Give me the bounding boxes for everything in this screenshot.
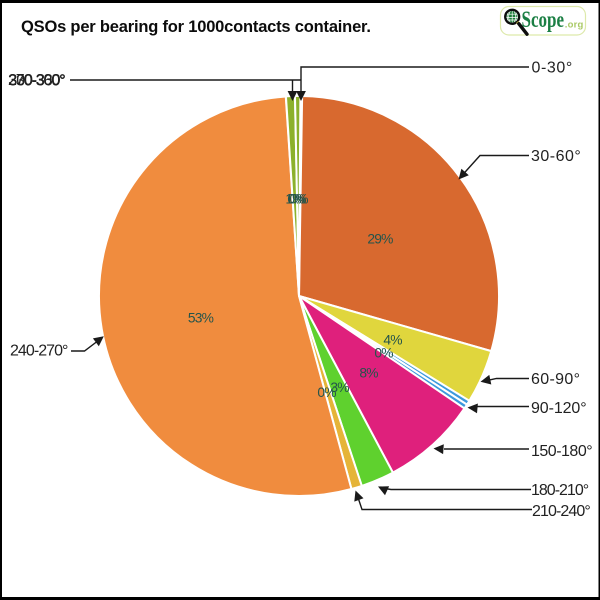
svg-text:240-270°: 240-270° xyxy=(10,343,68,360)
svg-text:4%: 4% xyxy=(383,333,402,348)
svg-text:53%: 53% xyxy=(188,311,214,326)
svg-text:270-300°: 270-300° xyxy=(8,72,65,89)
svg-text:60-90°: 60-90° xyxy=(531,371,580,388)
svg-text:0-30°: 0-30° xyxy=(532,60,573,77)
svg-text:3%: 3% xyxy=(330,380,349,395)
svg-text:210-240°: 210-240° xyxy=(532,503,590,520)
svg-text:QSOs per bearing for 1000conta: QSOs per bearing for 1000contacts contai… xyxy=(21,18,371,36)
svg-text:0%: 0% xyxy=(289,192,308,207)
svg-text:30-60°: 30-60° xyxy=(531,148,581,165)
svg-text:29%: 29% xyxy=(367,232,393,247)
svg-text:0%: 0% xyxy=(374,346,393,361)
svg-text:180-210°: 180-210° xyxy=(531,482,589,499)
svg-text:90-120°: 90-120° xyxy=(531,400,587,417)
svg-text:0%: 0% xyxy=(287,192,306,207)
svg-text:Scope: Scope xyxy=(522,7,565,33)
svg-text:0%: 0% xyxy=(317,385,336,400)
svg-text:150-180°: 150-180° xyxy=(531,443,592,460)
svg-text:.org: .org xyxy=(565,19,584,30)
svg-text:300-330°: 300-330° xyxy=(9,72,66,89)
svg-text:1%: 1% xyxy=(285,192,304,207)
svg-text:8%: 8% xyxy=(359,366,378,381)
svg-text:330-360°: 330-360° xyxy=(8,72,65,89)
